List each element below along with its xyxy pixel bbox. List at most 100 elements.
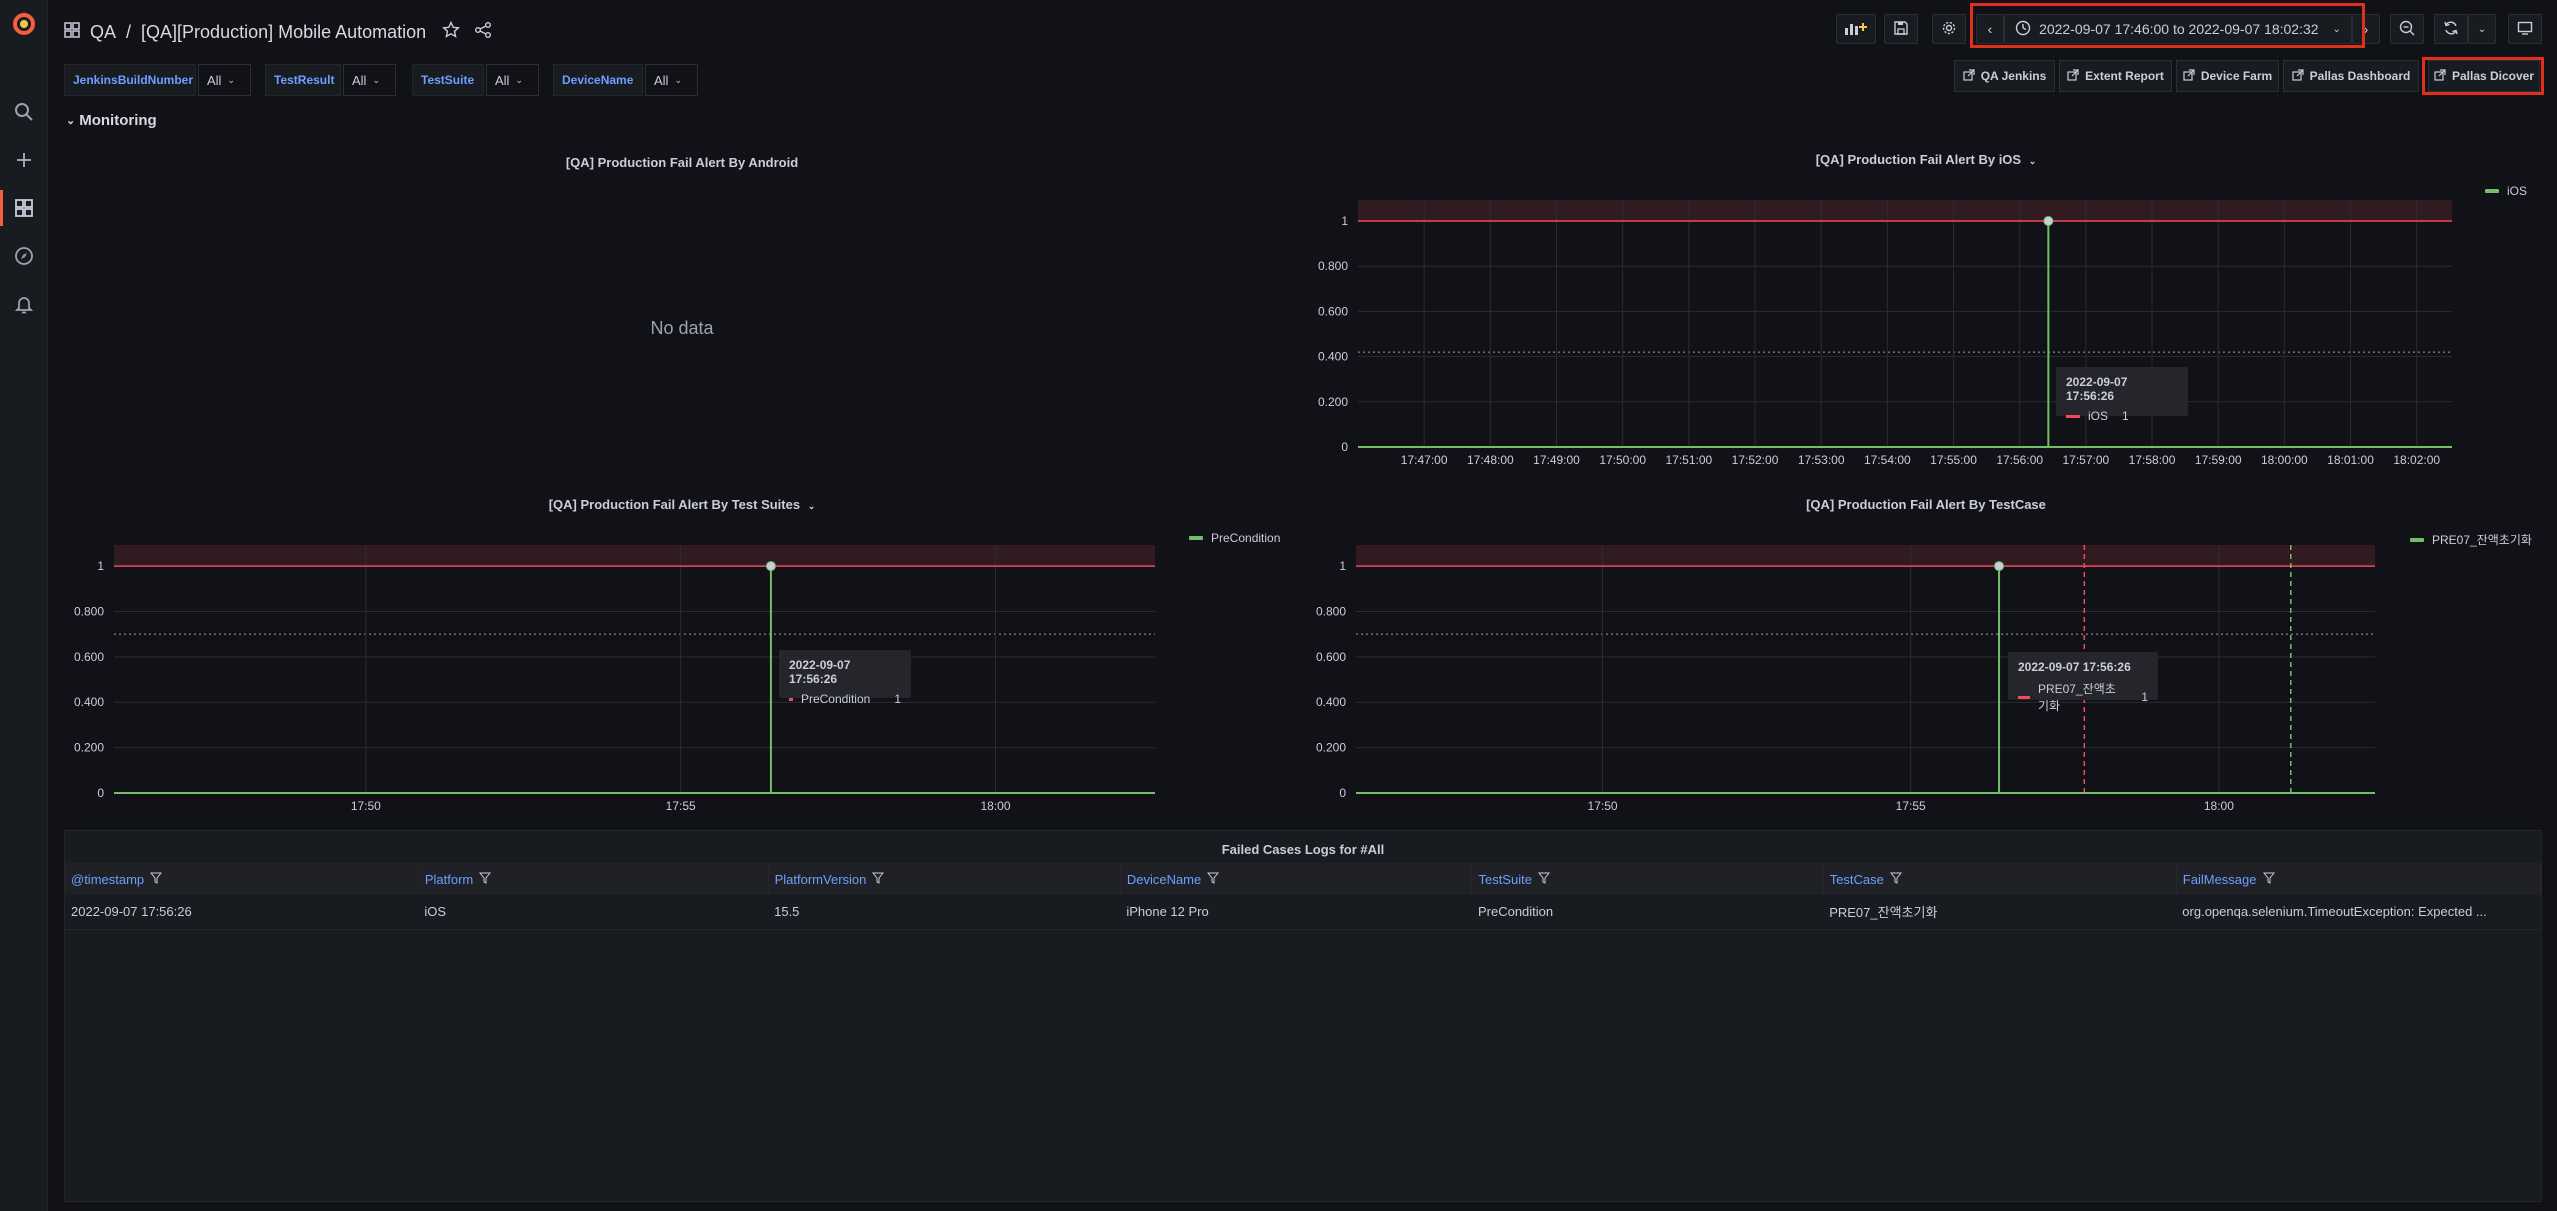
legend-suites[interactable]: PreCondition bbox=[1189, 531, 1280, 545]
refresh-interval-dropdown[interactable]: ⌄ bbox=[2468, 14, 2496, 44]
legend-swatch bbox=[1189, 536, 1203, 540]
filter-icon[interactable] bbox=[1207, 872, 1220, 884]
tooltip-value: 1 bbox=[894, 692, 901, 706]
link-label: Extent Report bbox=[2085, 69, 2164, 83]
table-column-header[interactable]: @timestamp bbox=[65, 863, 419, 895]
table-title[interactable]: Failed Cases Logs for #All bbox=[1221, 842, 1385, 857]
time-shift-forward-button[interactable]: › bbox=[2352, 14, 2380, 44]
star-icon[interactable] bbox=[442, 20, 461, 44]
table-cell: 15.5 bbox=[774, 904, 800, 920]
column-label: DeviceName bbox=[1126, 871, 1202, 887]
grafana-logo[interactable] bbox=[10, 10, 38, 38]
zoom-out-button[interactable] bbox=[2390, 14, 2424, 44]
tooltip-row: iOS 1 bbox=[2066, 409, 2178, 423]
x-tick-label: 18:00 bbox=[980, 799, 1010, 813]
panel-title-suites[interactable]: [QA] Production Fail Alert By Test Suite… bbox=[60, 497, 1304, 512]
table-column-header[interactable]: TestCase bbox=[1823, 863, 2177, 895]
time-shift-back-button[interactable]: ‹ bbox=[1976, 14, 2004, 44]
link-qa-jenkins[interactable]: QA Jenkins bbox=[1954, 60, 2055, 92]
bell-icon[interactable] bbox=[10, 290, 38, 318]
table-column-header[interactable]: Platform bbox=[418, 863, 769, 895]
legend-testcase[interactable]: PRE07_잔액초기화 bbox=[2410, 531, 2532, 548]
breadcrumb-section[interactable]: QA bbox=[90, 21, 117, 42]
panel-android: [QA] Production Fail Alert By Android bbox=[60, 146, 1304, 486]
var-select-jenkins-build-number[interactable]: All ⌄ bbox=[198, 64, 251, 96]
chevron-down-icon: ⌄ bbox=[2028, 156, 2037, 166]
filter-icon[interactable] bbox=[150, 872, 163, 884]
tooltip-swatch bbox=[789, 697, 793, 701]
chevron-left-icon: ‹ bbox=[1987, 21, 1993, 37]
chart-ios[interactable]: 0 0.200 0.400 0.600 0.800 1 17:47:00 17:48:00 17… bbox=[1300, 190, 2460, 480]
panel-title-android[interactable]: [QA] Production Fail Alert By Android bbox=[565, 155, 799, 170]
link-pallas-dashboard[interactable]: Pallas Dashboard bbox=[2283, 60, 2419, 92]
var-select-test-result[interactable]: All ⌄ bbox=[343, 64, 396, 96]
settings-button[interactable] bbox=[1932, 14, 1966, 44]
tv-mode-button[interactable] bbox=[2508, 14, 2542, 44]
tooltip-testcase: 2022-09-07 17:56:26 PRE07_잔액초기화 1 bbox=[2008, 652, 2158, 713]
table-column-header[interactable]: FailMessage bbox=[2176, 863, 2542, 895]
add-panel-button[interactable] bbox=[1836, 14, 1876, 44]
link-label: Device Farm bbox=[2200, 69, 2273, 83]
dashboards-icon[interactable] bbox=[10, 194, 38, 222]
explore-icon[interactable] bbox=[10, 242, 38, 270]
link-extent-report[interactable]: Extent Report bbox=[2059, 60, 2172, 92]
panel-title-ios[interactable]: [QA] Production Fail Alert By iOS ⌄ bbox=[1304, 152, 2548, 167]
chevron-down-icon: ⌄ bbox=[515, 74, 523, 85]
y-tick-label: 0.800 bbox=[74, 604, 104, 618]
filter-icon[interactable] bbox=[1889, 872, 1902, 884]
dashboard-title[interactable]: [QA][Production] Mobile Automation bbox=[141, 21, 427, 42]
panel-title-text: [QA] Production Fail Alert By Test Suite… bbox=[548, 497, 801, 512]
time-picker[interactable]: 2022-09-07 17:46:00 to 2022-09-07 18:02:… bbox=[2004, 14, 2352, 44]
var-label-test-result: TestResult bbox=[265, 64, 341, 96]
table-column-header[interactable]: TestSuite bbox=[1471, 863, 1824, 895]
tooltip-value: 1 bbox=[2141, 690, 2148, 704]
y-tick-label: 0.200 bbox=[1318, 395, 1348, 409]
x-tick-label: 17:57:00 bbox=[2063, 453, 2110, 467]
filter-icon[interactable] bbox=[1537, 872, 1550, 884]
search-icon[interactable] bbox=[10, 98, 38, 126]
x-tick-label: 17:50 bbox=[1588, 799, 1618, 813]
column-label: TestCase bbox=[1829, 871, 1884, 887]
filter-icon[interactable] bbox=[872, 872, 885, 884]
chevron-right-icon: › bbox=[2363, 21, 2369, 37]
y-tick-label: 0 bbox=[1339, 786, 1346, 800]
clock-icon bbox=[2015, 20, 2031, 39]
sidebar bbox=[0, 0, 48, 1211]
link-label: Pallas Dashboard bbox=[2309, 69, 2411, 83]
refresh-button[interactable] bbox=[2434, 14, 2468, 44]
var-value: All bbox=[495, 72, 510, 88]
x-tick-label: 18:02:00 bbox=[2393, 453, 2440, 467]
table-cell: org.openqa.selenium.TimeoutException: Ex… bbox=[2182, 904, 2487, 920]
row-monitoring[interactable]: ⌄ Monitoring bbox=[66, 112, 157, 129]
chart-testcase[interactable]: 0 0.200 0.400 0.600 0.800 1 17:50 17:55 18:00 bbox=[1300, 535, 2400, 815]
y-tick-label: 0.600 bbox=[74, 650, 104, 664]
external-link-icon bbox=[1963, 68, 1975, 84]
filter-icon[interactable] bbox=[2262, 872, 2275, 884]
x-tick-label: 17:59:00 bbox=[2195, 453, 2242, 467]
tooltip-time: 2022-09-07 17:56:26 bbox=[2018, 660, 2131, 674]
data-point bbox=[2043, 215, 2054, 226]
x-tick-label: 17:53:00 bbox=[1798, 453, 1845, 467]
link-pallas-dicover[interactable]: Pallas Dicover bbox=[2428, 60, 2540, 92]
filter-icon[interactable] bbox=[479, 872, 492, 884]
table-column-header[interactable]: DeviceName bbox=[1120, 863, 1473, 895]
link-device-farm[interactable]: Device Farm bbox=[2176, 60, 2279, 92]
x-tick-label: 17:58:00 bbox=[2129, 453, 2176, 467]
table-cell: PreCondition bbox=[1477, 904, 1554, 920]
x-tick-label: 17:56:00 bbox=[1996, 453, 2043, 467]
tooltip-row: PRE07_잔액초기화 1 bbox=[2018, 680, 2148, 714]
share-icon[interactable] bbox=[474, 21, 492, 44]
var-select-test-suite[interactable]: All ⌄ bbox=[486, 64, 539, 96]
y-tick-label: 0.600 bbox=[1316, 650, 1346, 664]
table-column-header[interactable]: PlatformVersion bbox=[768, 863, 1121, 895]
plus-icon[interactable] bbox=[10, 146, 38, 174]
var-select-device-name[interactable]: All ⌄ bbox=[645, 64, 698, 96]
save-button[interactable] bbox=[1884, 14, 1918, 44]
legend-ios[interactable]: iOS bbox=[2485, 184, 2527, 198]
chart-suites[interactable]: 0 0.200 0.400 0.600 0.800 1 17:50 17:55 18:00 bbox=[56, 535, 1176, 815]
table-cell: PRE07_잔액초기화 bbox=[1829, 905, 1938, 921]
table-row[interactable]: 2022-09-07 17:56:26 iOS 15.5 iPhone 12 Pro P… bbox=[65, 895, 2541, 929]
tooltip-swatch bbox=[2066, 414, 2080, 418]
zoom-out-icon bbox=[2399, 20, 2415, 39]
panel-title-testcase[interactable]: [QA] Production Fail Alert By TestCase bbox=[1806, 497, 2046, 512]
